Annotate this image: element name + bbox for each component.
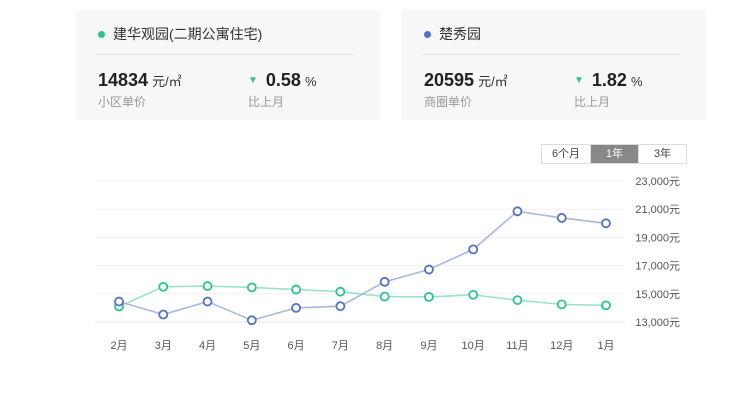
data-point — [512, 206, 523, 217]
data-point — [335, 301, 346, 312]
x-tick-label: 4月 — [199, 340, 216, 352]
data-point — [379, 276, 390, 287]
data-point — [601, 300, 611, 311]
x-tick-label: 1月 — [597, 340, 614, 352]
x-tick-label: 12月 — [550, 340, 573, 352]
data-point — [335, 286, 346, 297]
x-axis-ticks: 2月 3月 4月 5月 6月 7月 8月 9月 10月 11月 12月 1月 — [110, 340, 614, 352]
range-6-months-button[interactable]: 6个月 — [542, 145, 590, 163]
change-unit: % — [304, 74, 317, 89]
price-value: 14834 — [98, 70, 149, 90]
data-point — [379, 291, 390, 302]
card-title: 建华观园(二期公寓住宅) — [98, 24, 262, 44]
card-title: 楚秀园 — [424, 24, 481, 44]
change-label: 比上月 — [574, 95, 611, 109]
district-price-card: 楚秀园 20595 元/㎡ 商圈单价 ▼ 1.82 % 比上月 — [402, 10, 706, 120]
y-tick-label: 21,000元 — [635, 204, 680, 216]
data-point — [424, 264, 434, 275]
data-point — [246, 315, 257, 326]
series-2 — [114, 206, 611, 326]
price-unit: 元/㎡ — [152, 74, 182, 89]
x-tick-label: 10月 — [462, 340, 485, 352]
data-point — [158, 281, 169, 292]
change-value: 1.82 — [591, 70, 627, 90]
data-point — [202, 281, 213, 291]
series-dot-icon — [98, 30, 105, 38]
price-stat: 14834 元/㎡ 小区单价 — [98, 70, 182, 110]
range-3-years-button[interactable]: 3年 — [638, 145, 686, 163]
data-point — [114, 296, 124, 307]
change-label: 比上月 — [248, 95, 285, 109]
series-dot-icon — [424, 30, 431, 38]
data-point — [202, 296, 213, 307]
x-tick-label: 5月 — [243, 340, 260, 352]
price-stat: 20595 元/㎡ 商圈单价 — [424, 70, 508, 110]
change-stat: ▼ 1.82 % 比上月 — [574, 70, 643, 110]
y-tick-label: 13,000元 — [635, 317, 680, 329]
district-name: 楚秀园 — [439, 26, 481, 42]
data-point — [291, 302, 301, 313]
price-unit: 元/㎡ — [478, 74, 508, 89]
time-range-selector: 6个月 1年 3年 — [541, 144, 687, 164]
range-1-year-button[interactable]: 1年 — [590, 145, 638, 163]
down-triangle-icon: ▼ — [248, 75, 258, 86]
change-unit: % — [630, 74, 643, 89]
community-price-card: 建华观园(二期公寓住宅) 14834 元/㎡ 小区单价 ▼ 0.58 % 比上月 — [76, 10, 380, 120]
series-line — [118, 285, 607, 308]
data-point — [601, 218, 611, 229]
price-value: 20595 — [424, 70, 475, 90]
x-tick-label: 6月 — [288, 340, 305, 352]
data-point — [158, 309, 169, 320]
data-point — [512, 295, 523, 306]
data-point — [424, 292, 434, 302]
y-axis-ticks: 23,000元 21,000元 19,000元 17,000元 15,000元 13,00… — [635, 176, 680, 329]
data-point — [468, 289, 479, 300]
x-tick-label: 8月 — [376, 340, 393, 352]
x-tick-label: 9月 — [420, 340, 437, 352]
data-point — [468, 244, 479, 255]
divider — [96, 54, 354, 55]
price-label: 商圈单价 — [424, 95, 473, 109]
change-stat: ▼ 0.58 % 比上月 — [248, 70, 317, 110]
y-tick-label: 23,000元 — [635, 176, 680, 188]
data-point — [246, 282, 257, 293]
x-tick-label: 2月 — [110, 340, 127, 352]
y-tick-label: 15,000元 — [635, 289, 680, 301]
change-value: 0.58 — [265, 70, 301, 90]
series-line — [118, 210, 607, 322]
data-point — [291, 284, 301, 295]
y-tick-label: 19,000元 — [635, 232, 680, 244]
down-triangle-icon: ▼ — [574, 75, 584, 86]
x-tick-label: 3月 — [155, 340, 172, 352]
x-tick-label: 11月 — [506, 340, 528, 352]
data-point — [556, 213, 567, 223]
divider — [422, 54, 680, 55]
y-tick-label: 17,000元 — [635, 261, 680, 273]
series-layer — [114, 206, 611, 326]
grid-lines — [95, 180, 625, 323]
data-point — [556, 299, 567, 310]
x-tick-label: 7月 — [332, 340, 349, 352]
community-name: 建华观园(二期公寓住宅) — [113, 26, 263, 42]
price-label: 小区单价 — [98, 95, 147, 109]
